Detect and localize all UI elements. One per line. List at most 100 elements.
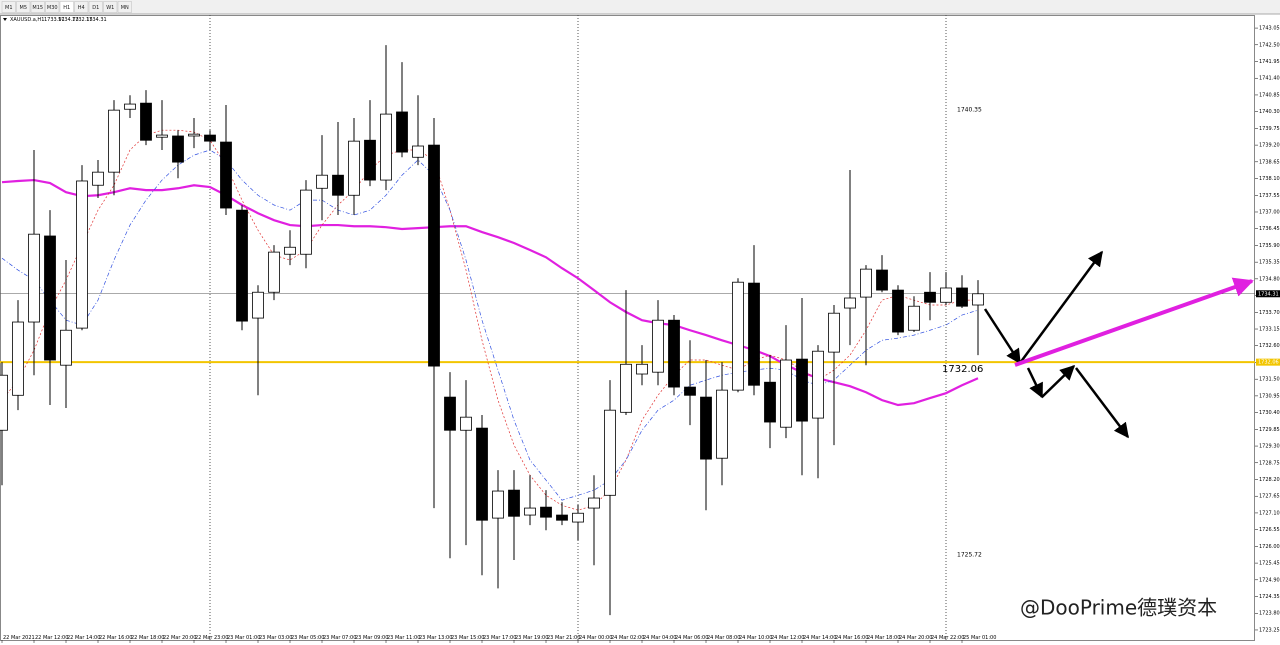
candle-body (428, 144, 440, 367)
y-tick-label: 1732.60 (1259, 343, 1280, 349)
bid-tag (1256, 290, 1280, 298)
timeframe-label[interactable]: W1 (106, 5, 114, 11)
candle-body (300, 189, 312, 255)
arrow (983, 308, 1022, 365)
candle-body (44, 235, 56, 361)
x-tick-label: 23 Mar 15:00 (451, 635, 484, 641)
y-tick-label: 1726.55 (1259, 527, 1280, 533)
timeframe-label[interactable]: M15 (32, 5, 43, 11)
header-price: 1734.73 (58, 17, 79, 23)
y-tick-label: 1724.90 (1259, 577, 1280, 583)
y-tick-label: 1737.55 (1259, 193, 1280, 199)
timeframe-button[interactable] (103, 1, 118, 13)
price-annotation: 1725.72 (957, 551, 982, 558)
x-tick-label: 23 Mar 09:00 (355, 635, 388, 641)
candle-body (396, 111, 408, 153)
timeframe-label[interactable]: H1 (63, 5, 70, 11)
timeframe-button[interactable] (88, 1, 103, 13)
y-tick-label: 1739.20 (1259, 143, 1280, 149)
candle-body (140, 102, 152, 141)
candle-body (892, 289, 904, 333)
candle-body (796, 358, 808, 422)
x-tick-label: 22 Mar 18:00 (131, 635, 164, 641)
candle-body (12, 321, 24, 396)
timeframe-button[interactable] (74, 1, 89, 13)
x-tick-label: 23 Mar 05:00 (291, 635, 324, 641)
candle-body (108, 109, 120, 173)
candle-body (524, 507, 536, 516)
y-tick-label: 1728.75 (1259, 460, 1280, 466)
y-tick-label: 1727.65 (1259, 494, 1280, 500)
header-price: 1732.15 (72, 17, 93, 23)
candle-body (332, 174, 344, 196)
y-tick-label: 1731.50 (1259, 377, 1280, 383)
candle-body (844, 297, 856, 309)
candle-body (380, 113, 392, 181)
timeframe-label[interactable]: MN (121, 5, 129, 11)
timeframe-button[interactable] (59, 1, 74, 13)
timeframe-label[interactable]: M30 (47, 5, 58, 11)
candle-body (444, 396, 456, 431)
y-tick-label: 1737.00 (1259, 209, 1280, 215)
candle-body (700, 396, 712, 460)
candle-body (268, 251, 280, 293)
y-tick-label: 1735.90 (1259, 243, 1280, 249)
x-tick-label: 24 Mar 20:00 (899, 635, 932, 641)
x-tick-label: 22 Mar 2021 (3, 635, 35, 641)
price-annotation: 1740.35 (957, 107, 982, 114)
candle-body (636, 363, 648, 375)
timeframe-button[interactable] (45, 1, 60, 13)
x-tick-label: 24 Mar 06:00 (675, 635, 708, 641)
candle-body (652, 319, 664, 373)
x-tick-label: 24 Mar 18:00 (867, 635, 900, 641)
y-tick-label: 1741.40 (1259, 76, 1280, 82)
candle-body (236, 209, 248, 322)
y-tick-label: 1740.85 (1259, 92, 1280, 98)
y-tick-label: 1733.70 (1259, 310, 1280, 316)
candle-body (364, 139, 376, 181)
x-tick-label: 24 Mar 14:00 (803, 635, 836, 641)
candle-body (156, 134, 168, 138)
candle-body (556, 514, 568, 521)
candle-body (764, 381, 776, 423)
timeframe-button[interactable] (30, 1, 45, 13)
timeframe-label[interactable]: H4 (78, 5, 85, 11)
timeframe-label[interactable]: D1 (92, 5, 99, 11)
timeframe-label[interactable]: M5 (20, 5, 28, 11)
x-tick-label: 24 Mar 04:00 (643, 635, 676, 641)
x-tick-label: 23 Mar 19:00 (515, 635, 548, 641)
y-tick-label: 1733.15 (1259, 327, 1280, 333)
y-tick-label: 1730.40 (1259, 410, 1280, 416)
y-tick-label: 1729.30 (1259, 444, 1280, 450)
y-tick-label: 1727.10 (1259, 510, 1280, 516)
candle-body (508, 489, 520, 517)
candle-body (76, 180, 88, 329)
candle-body (172, 135, 184, 163)
level-label: 1732.06 (942, 364, 983, 375)
timeframe-button[interactable] (16, 1, 31, 13)
y-tick-label: 1729.85 (1259, 427, 1280, 433)
candle-body (220, 141, 232, 209)
timeframe-button[interactable] (1, 1, 16, 13)
x-tick-label: 23 Mar 21:00 (547, 635, 580, 641)
x-tick-label: 23 Mar 01:00 (227, 635, 260, 641)
candle-body (748, 282, 760, 386)
candle-body (188, 133, 200, 137)
candle-body (604, 409, 616, 496)
candle-body (924, 291, 936, 303)
candle-body (476, 427, 488, 521)
candle-body (732, 281, 744, 391)
candle-body (252, 291, 264, 319)
candle-body (972, 293, 984, 306)
x-tick-label: 22 Mar 12:00 (35, 635, 68, 641)
symbol-menu-icon[interactable] (3, 18, 7, 21)
y-tick-label: 1723.80 (1259, 611, 1280, 617)
candle-body (0, 374, 8, 431)
candle-body (460, 416, 472, 431)
timeframe-label[interactable]: M1 (5, 5, 13, 11)
x-tick-label: 23 Mar 07:00 (323, 635, 356, 641)
candle-body (316, 174, 328, 189)
timeframe-button[interactable] (117, 1, 132, 13)
y-tick-label: 1738.65 (1259, 159, 1280, 165)
